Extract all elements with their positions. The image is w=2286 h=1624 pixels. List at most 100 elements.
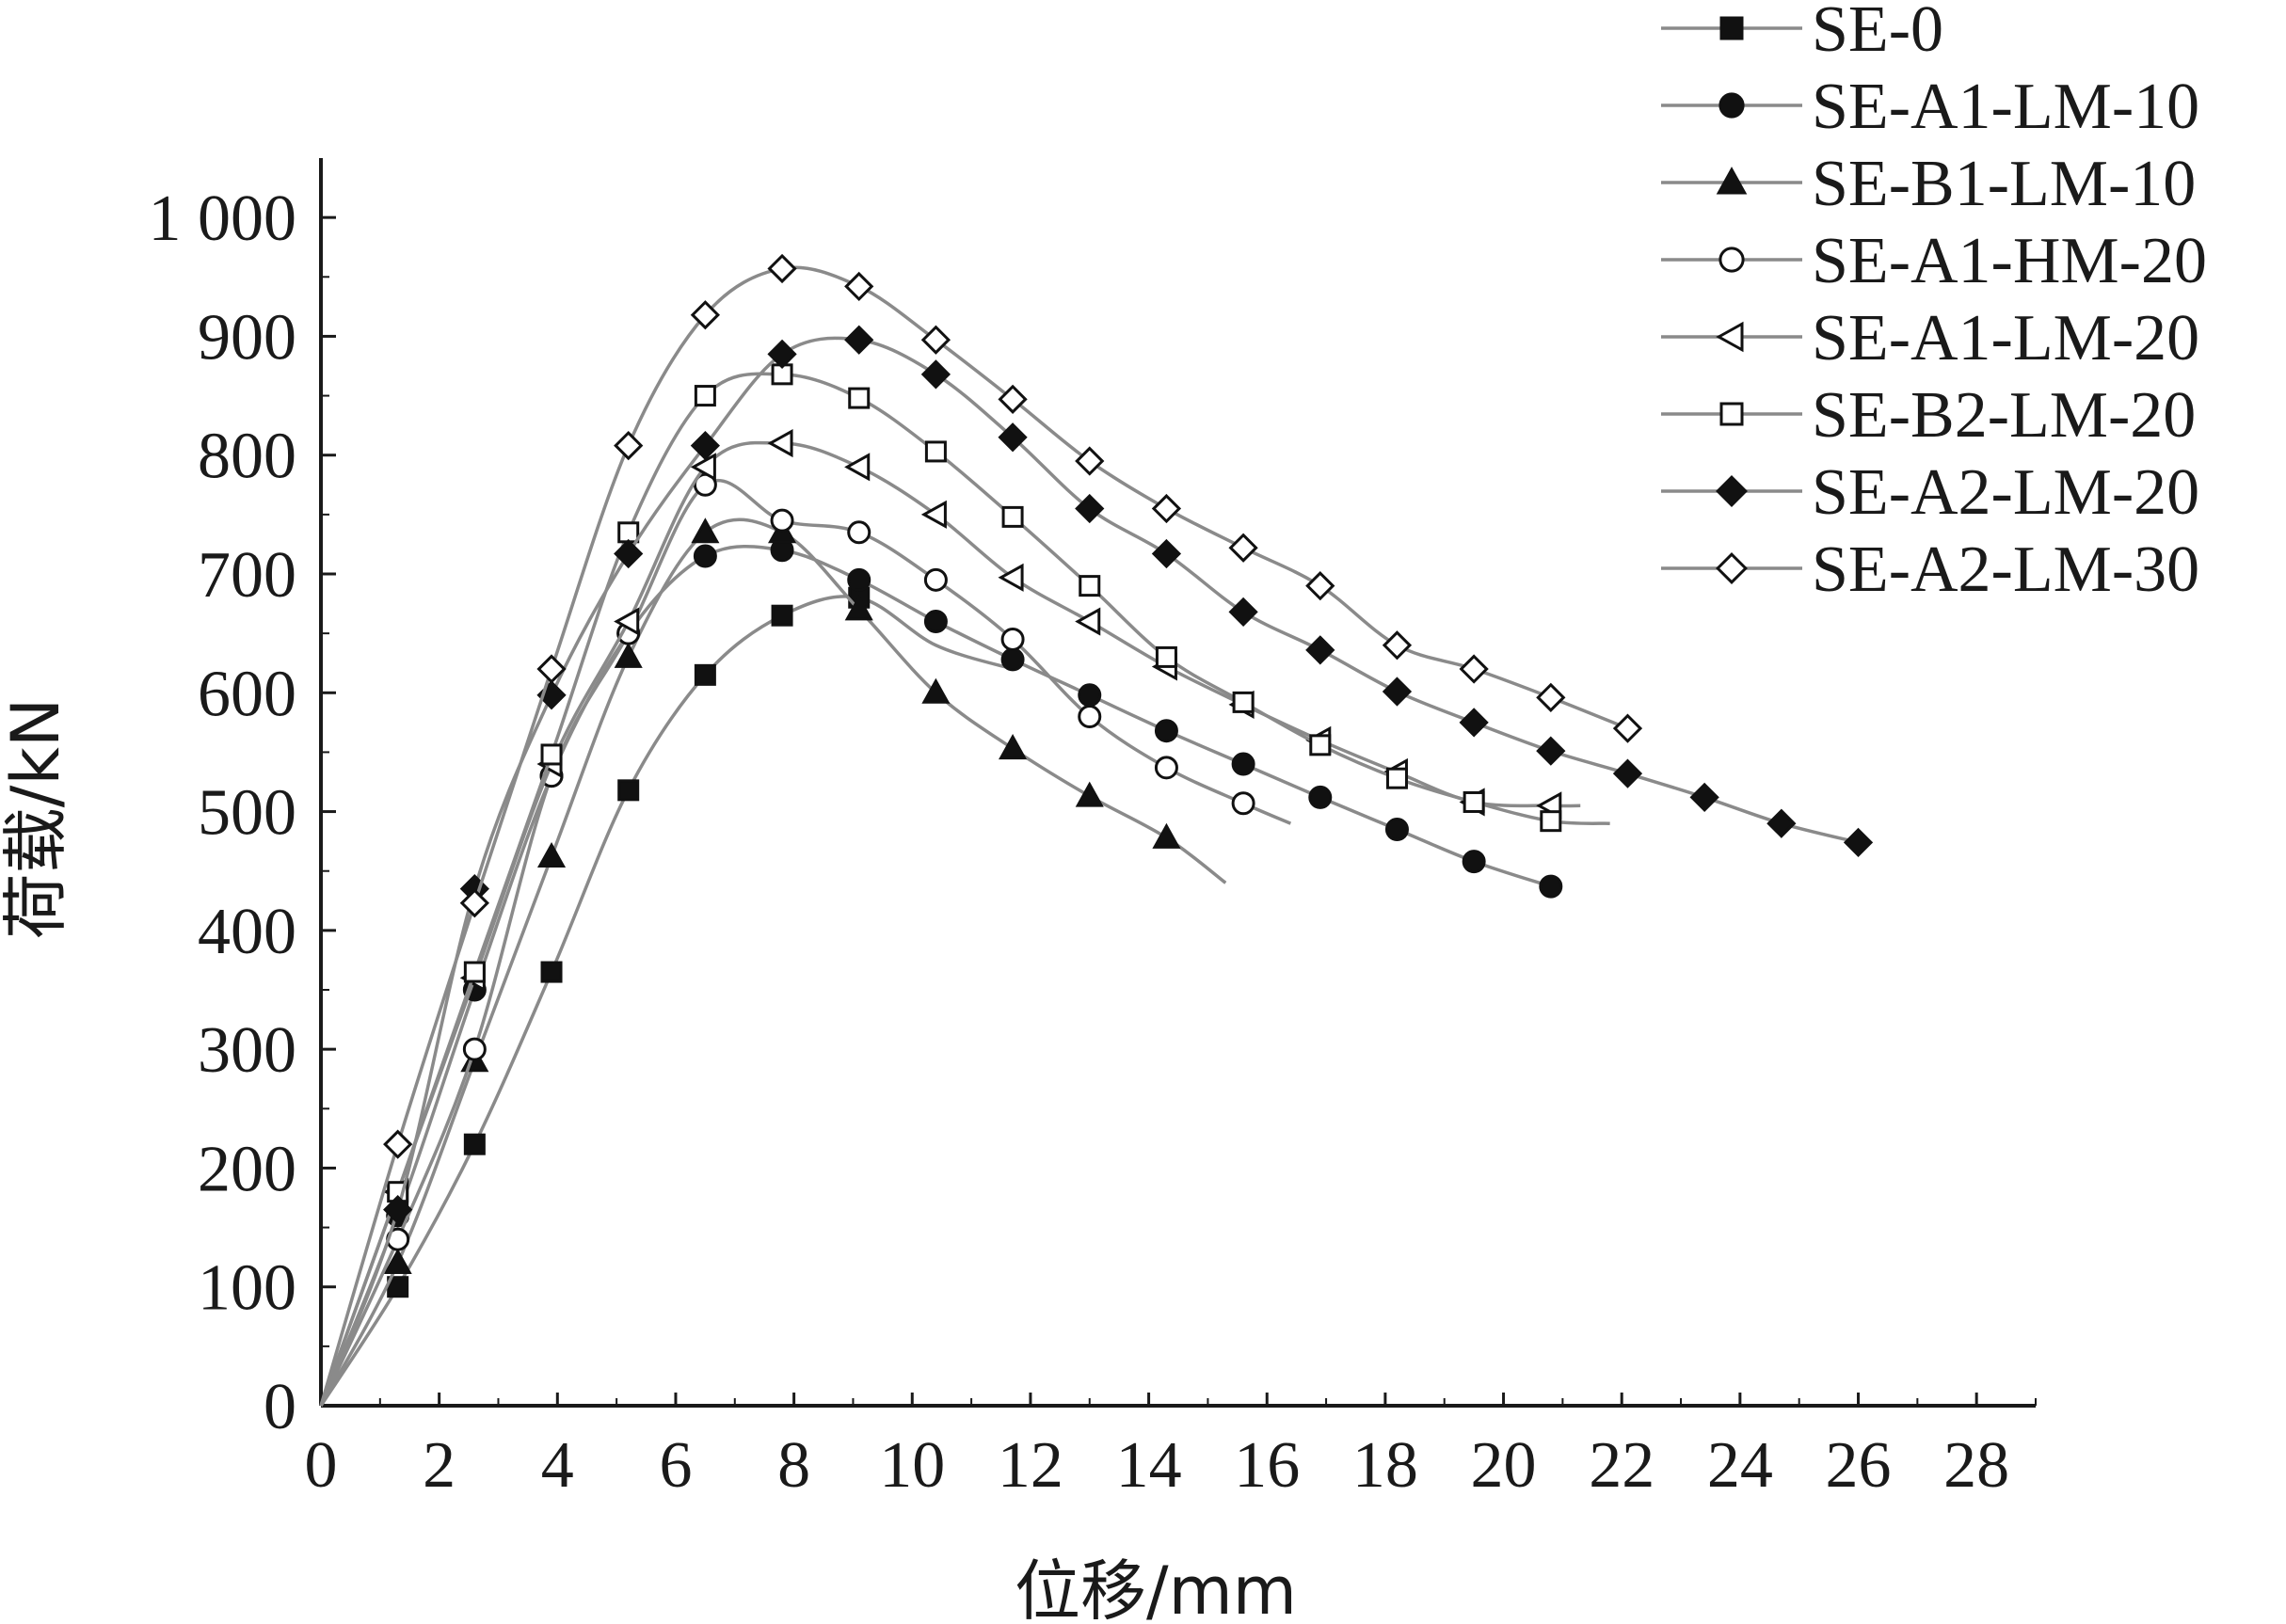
series-line: [319, 265, 1629, 1407]
data-point: [463, 961, 486, 983]
legend-marker: [1718, 92, 1745, 119]
data-point: [1075, 607, 1101, 636]
y-tick-label: 300: [198, 1014, 296, 1087]
series-se-a2-lm-30: [319, 253, 1643, 1407]
legend-item: SE-A1-HM-20: [1661, 225, 2207, 297]
x-tick-label: 8: [777, 1429, 810, 1502]
data-point: [1305, 635, 1335, 665]
data-point: [1075, 446, 1105, 476]
data-point: [771, 604, 793, 627]
series-line: [319, 372, 1610, 1407]
data-point: [617, 521, 640, 544]
x-tick-label: 24: [1707, 1429, 1773, 1502]
data-point: [1151, 493, 1182, 524]
data-point: [614, 642, 643, 668]
legend-marker: [1716, 552, 1748, 584]
data-point: [1078, 683, 1102, 708]
series-se-a1-hm-20: [319, 472, 1292, 1407]
data-point: [1540, 810, 1562, 833]
data-point: [1000, 647, 1025, 672]
data-point: [614, 430, 644, 461]
data-point: [1231, 752, 1255, 776]
x-ticks: 0 2 4 6 8 10 12 14 16 18 20 22 24 26 28: [305, 1393, 2037, 1502]
data-point: [1689, 782, 1719, 813]
legend-label: SE-B2-LM-20: [1812, 379, 2196, 452]
data-point: [1228, 533, 1258, 563]
data-point: [694, 385, 716, 407]
data-point: [1151, 538, 1182, 569]
plot-area: 0 2 4 6 8 10 12 14 16 18 20 22 24 26 28 01002003004005…: [149, 158, 2037, 1502]
y-tick-label: 900: [198, 301, 296, 374]
series-line: [319, 478, 1292, 1407]
data-point: [383, 1195, 413, 1225]
data-point: [767, 339, 797, 369]
legend-label: SE-B1-LM-10: [1812, 148, 2196, 220]
data-point: [844, 595, 873, 621]
legend-marker: [1718, 247, 1745, 273]
data-point: [694, 663, 716, 686]
data-point: [998, 563, 1024, 592]
legend: SE-0SE-A1-LM-10SE-B1-LM-10SE-A1-HM-20SE-…: [1661, 0, 2207, 606]
x-tick-label: 28: [1943, 1429, 2009, 1502]
y-tick-label: 500: [198, 777, 296, 850]
data-point: [1539, 874, 1563, 899]
x-tick-label: 26: [1826, 1429, 1892, 1502]
legend-item: SE-B1-LM-10: [1661, 148, 2196, 220]
data-point: [463, 1133, 486, 1155]
data-point: [1154, 756, 1178, 780]
legend-marker: [1716, 321, 1744, 353]
legend-label: SE-A1-LM-20: [1812, 302, 2199, 374]
x-tick-label: 6: [659, 1429, 692, 1502]
data-point: [844, 453, 871, 482]
legend-marker: [1719, 16, 1744, 40]
series-se-0: [319, 586, 1014, 1407]
data-point: [998, 422, 1028, 453]
data-point: [459, 888, 489, 918]
data-point: [1079, 575, 1101, 597]
data-point: [844, 325, 874, 355]
legend-item: SE-A2-LM-30: [1661, 533, 2199, 606]
data-point: [1463, 790, 1485, 813]
data-point: [767, 253, 797, 284]
data-point: [1152, 822, 1181, 849]
legend-label: SE-0: [1812, 0, 1943, 66]
data-point: [844, 271, 874, 302]
y-tick-label: 1 000: [149, 183, 297, 255]
x-tick-label: 4: [541, 1429, 574, 1502]
x-tick-label: 18: [1352, 1429, 1418, 1502]
data-point: [1612, 758, 1643, 788]
data-point: [1536, 682, 1566, 712]
legend-label: SE-A1-LM-10: [1812, 71, 2199, 143]
data-point: [614, 607, 640, 636]
y-tick-label: 400: [198, 896, 296, 968]
x-tick-label: 12: [998, 1429, 1063, 1502]
data-point: [923, 567, 948, 592]
legend-item: SE-B2-LM-20: [1661, 379, 2196, 452]
x-tick-label: 20: [1471, 1429, 1537, 1502]
data-point: [693, 544, 717, 568]
data-point: [1154, 719, 1178, 743]
data-point: [1536, 736, 1566, 766]
data-point: [540, 743, 563, 766]
data-point: [690, 453, 716, 482]
data-point: [1075, 493, 1105, 524]
data-point: [1843, 827, 1874, 858]
data-point: [1075, 781, 1104, 807]
y-tick-label: 100: [198, 1252, 296, 1325]
legend-marker: [1716, 167, 1748, 195]
data-point: [847, 520, 871, 545]
y-axis-title: 荷载/kN: [0, 698, 74, 939]
data-point: [1309, 734, 1332, 756]
data-point: [536, 654, 567, 684]
x-tick-label: 0: [305, 1429, 338, 1502]
data-point: [383, 1129, 413, 1159]
data-point: [1384, 818, 1409, 842]
legend-label: SE-A2-LM-30: [1812, 533, 2199, 606]
data-point: [1228, 597, 1258, 628]
x-tick-label: 22: [1589, 1429, 1655, 1502]
data-point: [462, 1037, 487, 1061]
y-tick-label: 0: [264, 1371, 296, 1443]
x-tick-label: 14: [1116, 1429, 1182, 1502]
data-point: [767, 429, 793, 458]
data-point: [536, 841, 567, 868]
